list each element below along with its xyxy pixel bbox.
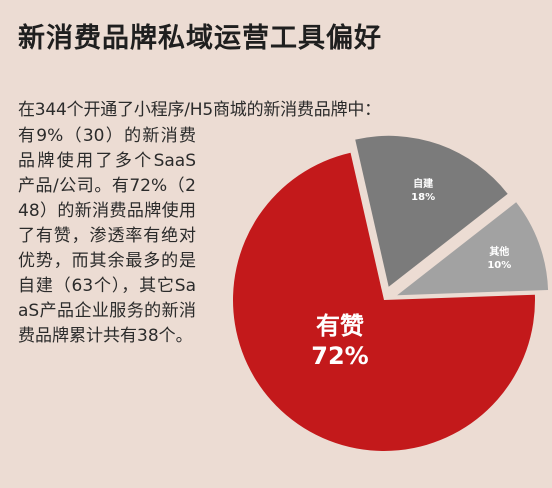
description-paragraph: 有9%（30）的新消费品牌使用了多个SaaS产品/公司。有72%（248）的新消…	[18, 126, 196, 346]
slice-value-label: 72%	[311, 342, 368, 370]
slice-name-label: 自建	[413, 177, 434, 190]
pie-slice-other	[397, 202, 549, 296]
slice-name-label: 其他	[489, 245, 509, 258]
slice-value-label: 10%	[487, 260, 511, 271]
pie-slice-self-built	[355, 135, 508, 287]
pie-slice-youzan	[233, 152, 536, 451]
page-title: 新消费品牌私域运营工具偏好	[18, 23, 382, 54]
slice-value-label: 18%	[411, 192, 435, 203]
slice-name-label: 有赞	[316, 312, 364, 340]
intro-sentence: 在344个开通了小程序/H5商城的新消费品牌中：	[18, 100, 381, 120]
